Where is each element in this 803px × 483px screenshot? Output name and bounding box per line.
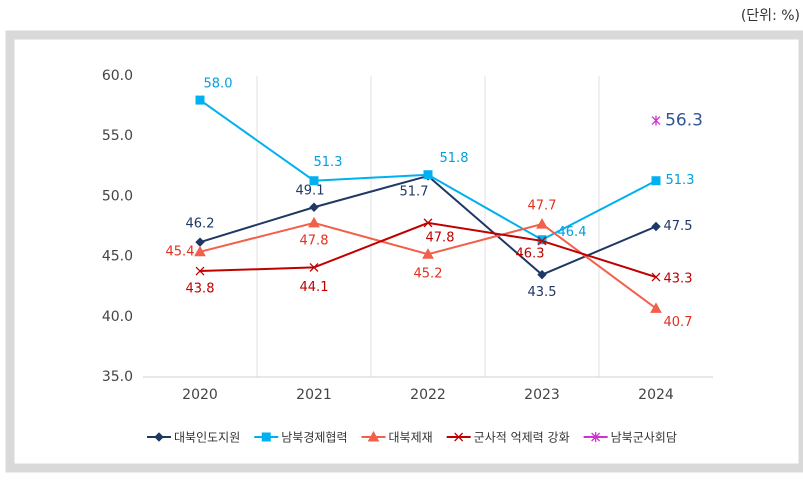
data-label: 47.8 bbox=[426, 230, 455, 245]
data-label: 47.8 bbox=[300, 233, 329, 248]
x-tick-label: 2022 bbox=[410, 387, 446, 403]
legend-item: 대북제재 bbox=[361, 430, 433, 445]
data-label: 43.8 bbox=[186, 282, 215, 297]
legend-item: 남북경제협력 bbox=[254, 431, 348, 445]
data-label: 47.7 bbox=[528, 199, 557, 214]
marker bbox=[454, 432, 464, 442]
data-label: 45.4 bbox=[166, 244, 195, 259]
marker bbox=[591, 432, 601, 442]
unit-note: (단위: %) bbox=[741, 8, 800, 24]
marker bbox=[261, 432, 271, 442]
data-label: 46.3 bbox=[516, 246, 545, 261]
data-label: 46.4 bbox=[558, 225, 587, 240]
y-tick-label: 55.0 bbox=[102, 128, 133, 144]
data-label: 51.3 bbox=[314, 155, 343, 170]
x-tick-label: 2024 bbox=[638, 387, 674, 403]
data-label: 40.7 bbox=[664, 315, 693, 330]
legend: 대북인도지원 남북경제협력 대북제재 군사적 억제력 강화 남북군사회담 bbox=[147, 431, 677, 445]
data-label: 51.7 bbox=[400, 184, 429, 199]
marker bbox=[195, 266, 205, 276]
marker bbox=[309, 176, 319, 186]
marker bbox=[651, 115, 661, 126]
marker bbox=[651, 221, 661, 232]
marker bbox=[195, 95, 205, 105]
data-label: 51.8 bbox=[440, 151, 469, 166]
marker bbox=[650, 302, 662, 313]
marker bbox=[154, 432, 164, 442]
frame bbox=[5, 30, 803, 473]
legend-label: 남북군사회담 bbox=[611, 431, 677, 445]
marker bbox=[309, 262, 319, 272]
legend-label: 남북경제협력 bbox=[281, 431, 347, 445]
data-label: 44.1 bbox=[300, 280, 329, 295]
marker bbox=[367, 430, 380, 442]
data-label: 47.5 bbox=[664, 219, 693, 234]
marker bbox=[194, 245, 206, 257]
data-label: 45.2 bbox=[414, 267, 443, 282]
legend-label: 군사적 억제력 강화 bbox=[474, 431, 570, 445]
y-tick-label: 50.0 bbox=[102, 188, 133, 204]
marker bbox=[309, 202, 319, 212]
data-label: 46.2 bbox=[186, 217, 215, 232]
data-label: 58.0 bbox=[204, 77, 233, 92]
marker bbox=[537, 269, 547, 280]
data-label: 49.1 bbox=[296, 184, 325, 199]
marker bbox=[651, 176, 661, 186]
x-tick-label: 2021 bbox=[296, 387, 332, 403]
data-label: 56.3 bbox=[665, 111, 703, 131]
x-tick-label: 2020 bbox=[182, 387, 218, 403]
marker bbox=[536, 218, 548, 229]
marker bbox=[422, 248, 434, 259]
marker bbox=[423, 218, 433, 228]
legend-item: 군사적 억제력 강화 bbox=[446, 431, 570, 445]
marker bbox=[537, 236, 547, 246]
marker bbox=[423, 170, 433, 180]
marker bbox=[651, 272, 661, 282]
marker bbox=[308, 216, 320, 228]
data-label: 51.3 bbox=[666, 173, 695, 188]
y-tick-label: 40.0 bbox=[102, 309, 133, 325]
data-label: 43.5 bbox=[528, 285, 557, 300]
y-tick-label: 45.0 bbox=[102, 249, 133, 265]
y-tick-label: 35.0 bbox=[102, 369, 133, 385]
legend-label: 대북제재 bbox=[389, 431, 433, 445]
legend-item: 대북인도지원 bbox=[147, 431, 240, 445]
legend-label: 대북인도지원 bbox=[174, 431, 240, 445]
y-tick-label: 60.0 bbox=[102, 68, 133, 84]
x-tick-label: 2023 bbox=[524, 387, 560, 403]
legend-item: 남북군사회담 bbox=[583, 431, 677, 445]
data-label: 43.3 bbox=[664, 272, 693, 287]
